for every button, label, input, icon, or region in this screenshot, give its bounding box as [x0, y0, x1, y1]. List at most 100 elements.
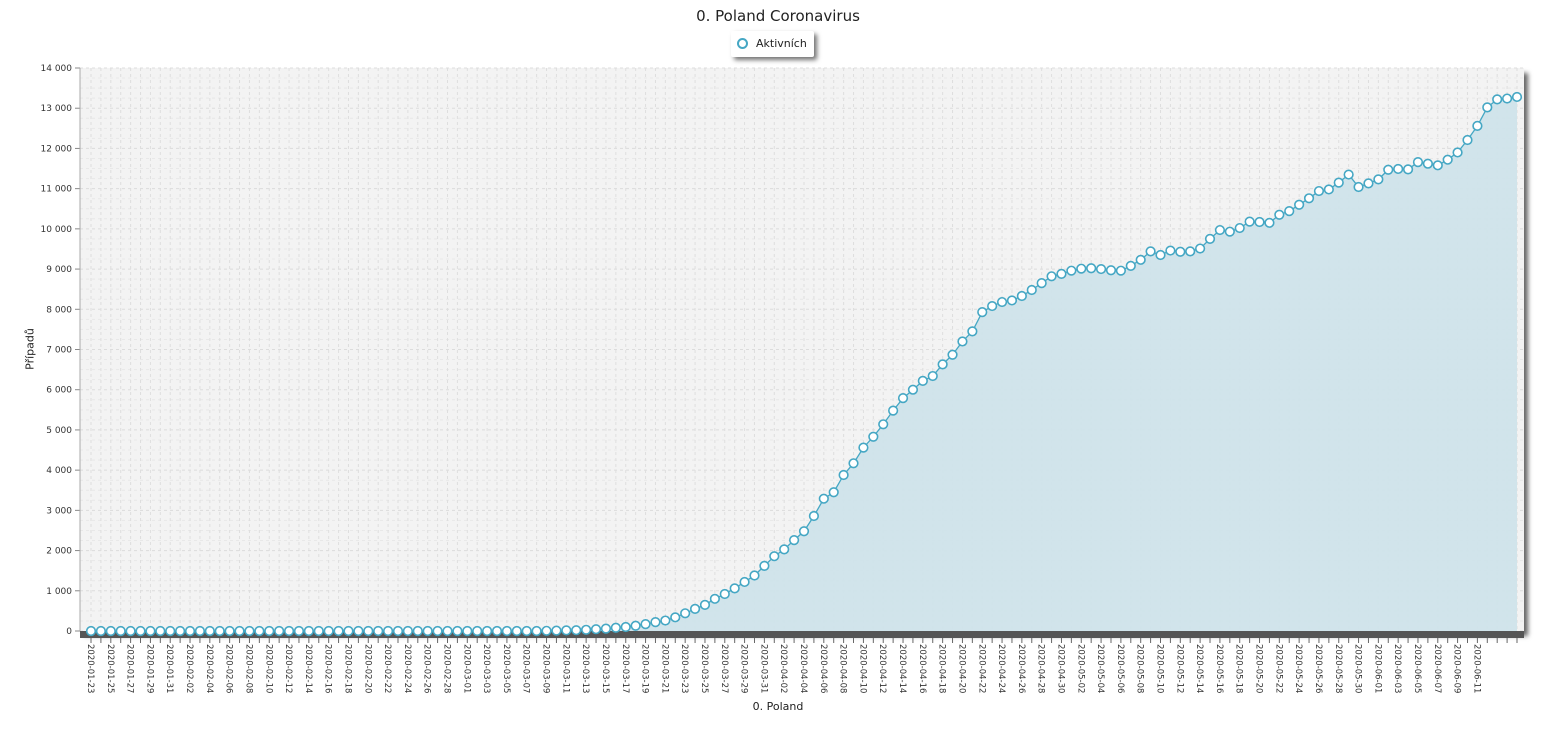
data-point[interactable] [501, 625, 513, 637]
data-point[interactable] [1115, 265, 1126, 276]
data-point[interactable] [1095, 263, 1107, 275]
data-point[interactable] [353, 625, 364, 637]
data-point[interactable] [1472, 120, 1483, 132]
data-point[interactable] [1303, 193, 1315, 204]
data-point[interactable] [1155, 249, 1166, 261]
data-point[interactable] [788, 535, 800, 546]
data-point[interactable] [1432, 160, 1443, 171]
data-point[interactable] [838, 469, 849, 481]
data-point[interactable] [1076, 263, 1087, 274]
data-point[interactable] [769, 551, 780, 562]
data-point[interactable] [1353, 181, 1364, 193]
data-point[interactable] [204, 625, 215, 637]
data-point[interactable] [442, 625, 453, 637]
data-point[interactable] [165, 625, 176, 637]
data-point[interactable] [274, 625, 285, 637]
data-point[interactable] [571, 625, 582, 636]
data-point[interactable] [402, 625, 413, 637]
data-point[interactable] [1343, 169, 1354, 180]
data-point[interactable] [1442, 154, 1453, 165]
data-point[interactable] [779, 544, 790, 555]
data-point[interactable] [254, 625, 265, 637]
data-point[interactable] [541, 625, 552, 636]
data-point[interactable] [1195, 243, 1206, 254]
data-point[interactable] [828, 487, 839, 498]
data-point[interactable] [1125, 260, 1136, 271]
data-point[interactable] [1284, 206, 1295, 217]
data-point[interactable] [462, 625, 473, 637]
data-point[interactable] [868, 431, 879, 442]
data-point[interactable] [1313, 185, 1325, 197]
data-point[interactable] [749, 570, 760, 581]
data-point[interactable] [1135, 254, 1146, 265]
data-point[interactable] [729, 583, 740, 594]
data-point[interactable] [670, 612, 681, 623]
data-point[interactable] [135, 625, 146, 637]
data-point[interactable] [808, 510, 820, 522]
data-point[interactable] [531, 625, 542, 637]
data-point[interactable] [1373, 174, 1384, 185]
data-point[interactable] [858, 442, 869, 453]
data-point[interactable] [184, 625, 196, 637]
data-point[interactable] [551, 625, 562, 636]
data-point[interactable] [85, 625, 97, 637]
data-point[interactable] [907, 384, 919, 395]
data-point[interactable] [798, 526, 810, 537]
data-point[interactable] [1224, 226, 1235, 237]
data-point[interactable] [987, 300, 998, 312]
data-point[interactable] [145, 625, 156, 637]
data-point[interactable] [234, 625, 245, 637]
data-point[interactable] [590, 624, 602, 635]
data-point[interactable] [115, 625, 126, 637]
data-point[interactable] [1412, 157, 1424, 168]
data-point[interactable] [482, 625, 493, 637]
data-point[interactable] [392, 625, 404, 637]
data-point[interactable] [244, 625, 255, 637]
data-point[interactable] [610, 622, 621, 633]
data-point[interactable] [264, 625, 275, 637]
data-point[interactable] [1086, 263, 1097, 274]
data-point[interactable] [996, 296, 1008, 308]
data-point[interactable] [1511, 91, 1523, 103]
data-point[interactable] [1006, 295, 1018, 306]
data-point[interactable] [1214, 224, 1226, 236]
data-point[interactable] [650, 617, 661, 628]
data-point[interactable] [689, 603, 701, 614]
data-point[interactable] [432, 625, 443, 637]
data-point[interactable] [561, 625, 572, 636]
data-point[interactable] [363, 625, 374, 637]
data-point[interactable] [1482, 102, 1493, 113]
data-point[interactable] [323, 625, 334, 637]
data-point[interactable] [937, 359, 948, 370]
data-point[interactable] [1145, 246, 1156, 257]
data-point[interactable] [640, 619, 651, 630]
data-point[interactable] [1066, 265, 1077, 276]
data-point[interactable] [1323, 184, 1334, 195]
data-point[interactable] [1175, 246, 1186, 257]
data-point[interactable] [293, 625, 305, 637]
data-point[interactable] [1105, 265, 1117, 276]
data-point[interactable] [373, 625, 384, 637]
data-point[interactable] [382, 625, 394, 637]
data-point[interactable] [888, 405, 899, 416]
data-point[interactable] [194, 625, 206, 637]
data-point[interactable] [1185, 246, 1196, 257]
data-point[interactable] [412, 625, 423, 637]
data-point[interactable] [818, 493, 829, 504]
data-point[interactable] [491, 625, 503, 637]
data-point[interactable] [917, 375, 928, 386]
data-point[interactable] [1492, 94, 1503, 105]
data-point[interactable] [581, 624, 592, 635]
data-point[interactable] [680, 608, 691, 619]
data-point[interactable] [333, 625, 344, 637]
data-point[interactable] [214, 625, 225, 637]
data-point[interactable] [739, 576, 750, 588]
data-point[interactable] [848, 458, 859, 469]
data-point[interactable] [155, 625, 166, 637]
data-point[interactable] [1016, 290, 1027, 302]
data-point[interactable] [1363, 178, 1374, 189]
data-point[interactable] [1422, 158, 1433, 169]
data-point[interactable] [511, 625, 522, 637]
data-point[interactable] [343, 625, 354, 637]
data-point[interactable] [313, 625, 324, 637]
